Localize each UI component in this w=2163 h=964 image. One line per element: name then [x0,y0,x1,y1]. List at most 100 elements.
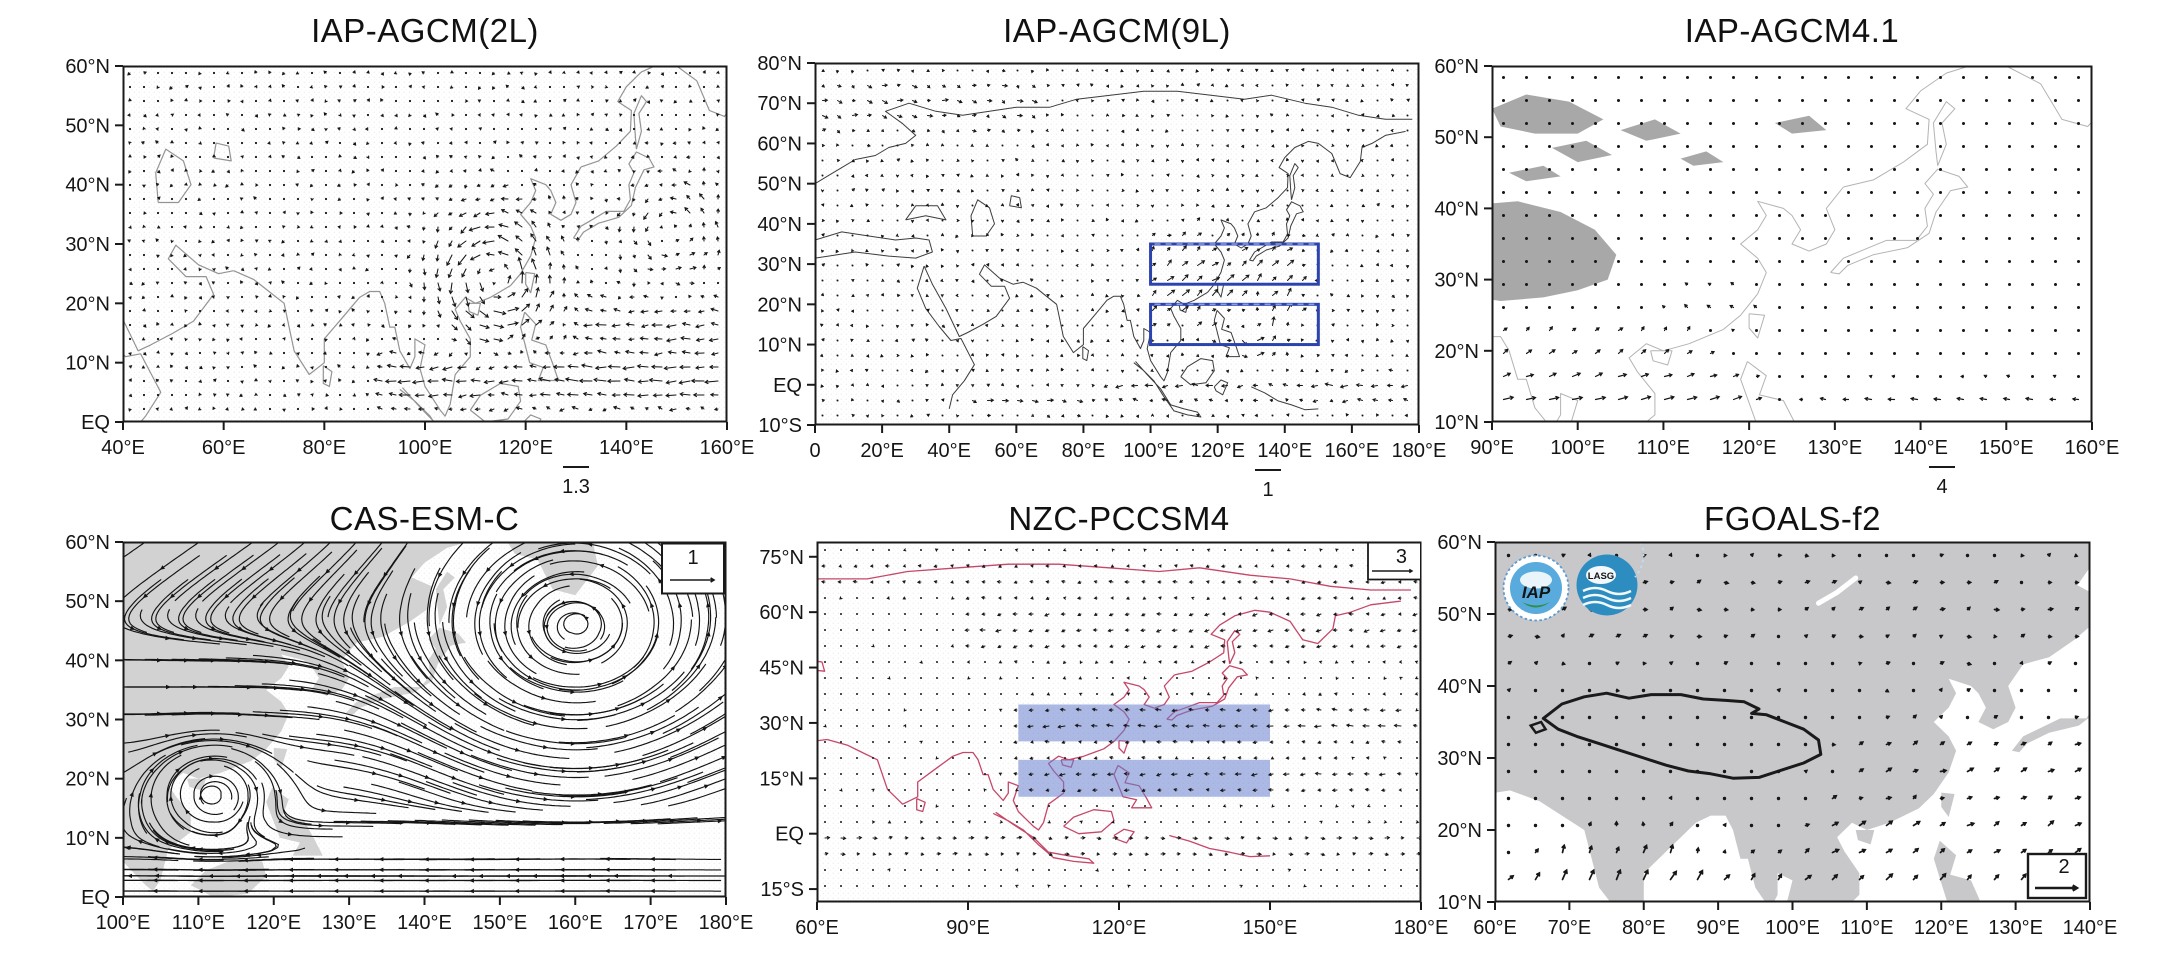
svg-text:110°E: 110°E [172,912,225,934]
svg-text:60°N: 60°N [65,532,110,554]
svg-text:30°N: 30°N [1437,748,1482,770]
svg-text:1: 1 [1262,479,1273,501]
iap-logo: IAP [1502,554,1570,622]
wind-vectors [819,67,1411,419]
coastlines [123,66,727,422]
svg-text:160°E: 160°E [1325,440,1380,462]
svg-text:90°E: 90°E [1470,437,1514,459]
svg-text:75°N: 75°N [759,547,804,569]
svg-text:30°N: 30°N [1434,270,1479,292]
map-area: IAP LASG [1495,542,2090,902]
svg-text:20°N: 20°N [1437,820,1482,842]
svg-text:100°E: 100°E [1123,440,1178,462]
svg-text:140°E: 140°E [599,437,654,459]
svg-text:120°E: 120°E [498,437,553,459]
plot-frame [816,541,1422,903]
axes [807,62,1420,433]
svg-text:10°N: 10°N [1437,892,1482,914]
svg-text:140°E: 140°E [397,912,452,934]
svg-text:1: 1 [687,547,698,569]
axes [1487,541,2091,910]
axes [1484,65,2093,430]
svg-text:80°N: 80°N [757,53,802,75]
svg-text:45°N: 45°N [759,658,804,680]
svg-text:100°E: 100°E [1765,917,1820,939]
svg-text:80°E: 80°E [1622,917,1666,939]
svg-text:60°E: 60°E [995,440,1039,462]
svg-text:80°E: 80°E [1062,440,1106,462]
svg-text:2: 2 [2058,856,2069,878]
svg-text:40°N: 40°N [65,650,110,672]
svg-text:EQ: EQ [773,375,802,397]
coastlines [1492,66,2092,422]
svg-text:3: 3 [1396,546,1407,568]
svg-text:40°N: 40°N [1434,198,1479,220]
svg-text:LASG: LASG [1588,571,1614,582]
svg-text:160°E: 160°E [2065,437,2120,459]
svg-text:50°N: 50°N [65,591,110,613]
svg-text:10°N: 10°N [757,335,802,357]
svg-text:180°E: 180°E [1394,917,1449,939]
svg-text:80°E: 80°E [303,437,347,459]
svg-text:120°E: 120°E [246,912,301,934]
map-area [123,66,727,422]
reference-vector-scale: 3 [1367,543,1420,581]
svg-text:20°N: 20°N [1434,341,1479,363]
map-area [817,542,1421,902]
svg-text:40°E: 40°E [927,440,971,462]
svg-text:120°E: 120°E [1092,917,1147,939]
svg-text:30°N: 30°N [65,234,110,256]
svg-text:15°N: 15°N [759,768,804,790]
svg-text:60°E: 60°E [1473,917,1517,939]
panel-title-iap-agcm-2l: IAP-AGCM(2L) [311,12,539,49]
wind-vectors [820,548,1421,888]
svg-text:IAP: IAP [1522,583,1551,602]
plot-frame [1494,541,2091,903]
svg-text:40°E: 40°E [101,437,145,459]
svg-text:100°E: 100°E [398,437,453,459]
svg-text:EQ: EQ [775,824,804,846]
reference-vector-scale: 1 [1255,469,1281,501]
svg-text:60°E: 60°E [795,917,839,939]
vector-map-iap-agcm-2l: 40°E 60°E 80°E 100°E 120°E 140°E 160°E 60°N 50°N… [65,56,754,498]
panel-title-fgoals-f2: FGOALS-f2 [1704,500,1881,537]
svg-text:20°N: 20°N [757,294,802,316]
wind-vectors [1506,552,2083,881]
plot-frame [1491,65,2093,423]
svg-text:20°N: 20°N [65,769,110,791]
reference-vector-scale: 4 [1929,466,1955,498]
svg-text:120°E: 120°E [1190,440,1245,462]
svg-text:90°E: 90°E [1696,917,1740,939]
map-area [815,63,1419,425]
svg-text:30°N: 30°N [759,713,804,735]
svg-text:110°E: 110°E [1637,437,1690,459]
svg-text:4: 4 [1936,476,1947,498]
streamlines [123,542,726,894]
reference-vector-scale: 2 [2026,852,2088,900]
plot-frame [814,62,1420,426]
reference-vector-scale: 1.3 [562,466,590,498]
svg-text:140°E: 140°E [1257,440,1312,462]
vector-map-iap-agcm-4-1: 90°E 100°E 110°E 120°E 130°E 140°E 150°E 160°E 6… [1434,56,2119,498]
vector-map-iap-agcm-9l: 0 20°E 40°E 60°E 80°E 100°E 120°E 140°E 160°E 180… [757,53,1446,501]
study-region-boxes [1149,242,1320,347]
svg-text:60°N: 60°N [759,602,804,624]
svg-text:150°E: 150°E [1243,917,1298,939]
wind-vectors [127,69,722,413]
axes [809,555,1422,910]
svg-text:180°E: 180°E [699,912,754,934]
wind-vectors [1502,76,2080,402]
svg-text:0: 0 [809,440,820,462]
svg-text:150°E: 150°E [1979,437,2034,459]
map-area [123,542,726,897]
map-area [1492,66,2092,422]
tibetan-plateau-outline [1541,691,1823,780]
svg-text:160°E: 160°E [700,437,755,459]
svg-text:70°N: 70°N [757,93,802,115]
svg-text:130°E: 130°E [322,912,377,934]
svg-text:15°S: 15°S [760,879,804,901]
panel-title-cas-esm-c: CAS-ESM-C [329,500,520,537]
svg-text:10°N: 10°N [65,353,110,375]
svg-text:40°N: 40°N [1437,676,1482,698]
